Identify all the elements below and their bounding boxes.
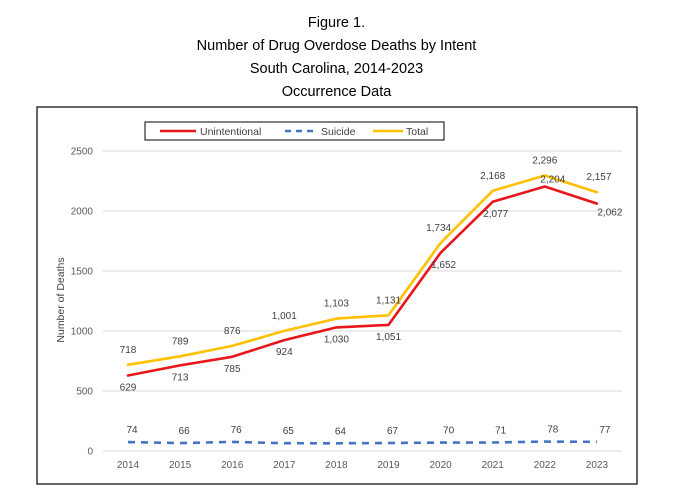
data-label-suicide: 64 xyxy=(335,426,347,437)
series-line-total xyxy=(126,174,599,367)
data-label-suicide: 65 xyxy=(283,426,295,437)
data-label-suicide: 77 xyxy=(599,425,611,436)
data-label-unintentional: 629 xyxy=(120,383,137,394)
figure-label: Figure 1. xyxy=(307,15,366,31)
x-tick-label: 2021 xyxy=(482,460,505,471)
legend-box xyxy=(144,121,445,141)
chart-title-block: Figure 1. Number of Drug Overdose Deaths… xyxy=(0,12,673,104)
y-tick-label: 2000 xyxy=(71,207,94,218)
x-tick-label: 2015 xyxy=(169,460,192,471)
data-label-unintentional: 713 xyxy=(172,372,189,383)
data-label-unintentional: 1,030 xyxy=(324,334,349,345)
data-label-unintentional: 785 xyxy=(224,364,241,375)
x-tick-label: 2023 xyxy=(586,460,609,471)
gridlines xyxy=(103,150,622,452)
data-label-suicide: 76 xyxy=(231,425,243,436)
x-tick-label: 2017 xyxy=(273,460,296,471)
data-label-total: 1,001 xyxy=(272,311,297,322)
data-label-suicide: 78 xyxy=(547,425,559,436)
data-label-total: 1,103 xyxy=(324,299,349,310)
chart-subtitle: South Carolina, 2014-2023 xyxy=(249,61,424,77)
y-tick-label: 500 xyxy=(76,387,93,398)
data-label-suicide: 66 xyxy=(179,426,191,437)
x-tick-label: 2022 xyxy=(534,460,557,471)
data-label-total: 1,734 xyxy=(426,223,451,234)
series-line-suicide xyxy=(127,440,597,445)
legend-label-unintentional: Unintentional xyxy=(200,126,261,138)
data-label-total: 2,157 xyxy=(586,172,611,183)
y-axis-title: Number of Deaths xyxy=(55,257,67,342)
legend: Unintentional Suicide Total xyxy=(144,121,445,141)
legend-label-suicide: Suicide xyxy=(321,126,356,138)
x-tick-label: 2019 xyxy=(377,460,400,471)
data-label-unintentional: 2,204 xyxy=(540,175,565,186)
y-tick-label: 2500 xyxy=(71,147,94,158)
data-note: Occurrence Data xyxy=(281,84,392,100)
data-label-total: 1,131 xyxy=(376,295,401,306)
series-line-unintentional xyxy=(126,185,599,377)
data-label-total: 876 xyxy=(224,326,241,337)
x-tick-label: 2020 xyxy=(429,460,452,471)
y-tick-label: 1000 xyxy=(71,327,94,338)
x-tick-label: 2014 xyxy=(117,460,140,471)
data-label-unintentional: 1,051 xyxy=(376,332,401,343)
data-label-total: 2,296 xyxy=(532,155,557,166)
x-tick-label: 2018 xyxy=(325,460,348,471)
data-label-unintentional: 2,062 xyxy=(597,208,622,219)
chart-title: Number of Drug Overdose Deaths by Intent xyxy=(196,38,477,54)
x-tick-label: 2016 xyxy=(221,460,244,471)
axes: 0 500 1000 1500 2000 2500 2014 2015 2016 2017 2018… xyxy=(71,147,609,472)
data-label-total: 2,168 xyxy=(480,171,505,182)
y-tick-label: 1500 xyxy=(71,267,94,278)
series-lines xyxy=(126,174,599,445)
data-label-suicide: 74 xyxy=(126,425,138,436)
data-label-suicide: 70 xyxy=(443,426,455,437)
data-label-unintentional: 2,077 xyxy=(483,209,508,220)
data-label-total: 789 xyxy=(172,336,189,347)
data-label-suicide: 71 xyxy=(495,425,507,436)
legend-label-total: Total xyxy=(406,126,428,138)
data-label-suicide: 67 xyxy=(387,426,399,437)
data-labels: 629 713 785 924 1,030 1,051 1,652 2,077 2,204 2,0… xyxy=(120,155,623,437)
data-label-unintentional: 1,652 xyxy=(431,260,456,271)
data-label-unintentional: 924 xyxy=(276,347,293,358)
y-tick-label: 0 xyxy=(87,447,93,458)
data-label-total: 718 xyxy=(120,345,137,356)
chart-frame xyxy=(36,106,638,485)
